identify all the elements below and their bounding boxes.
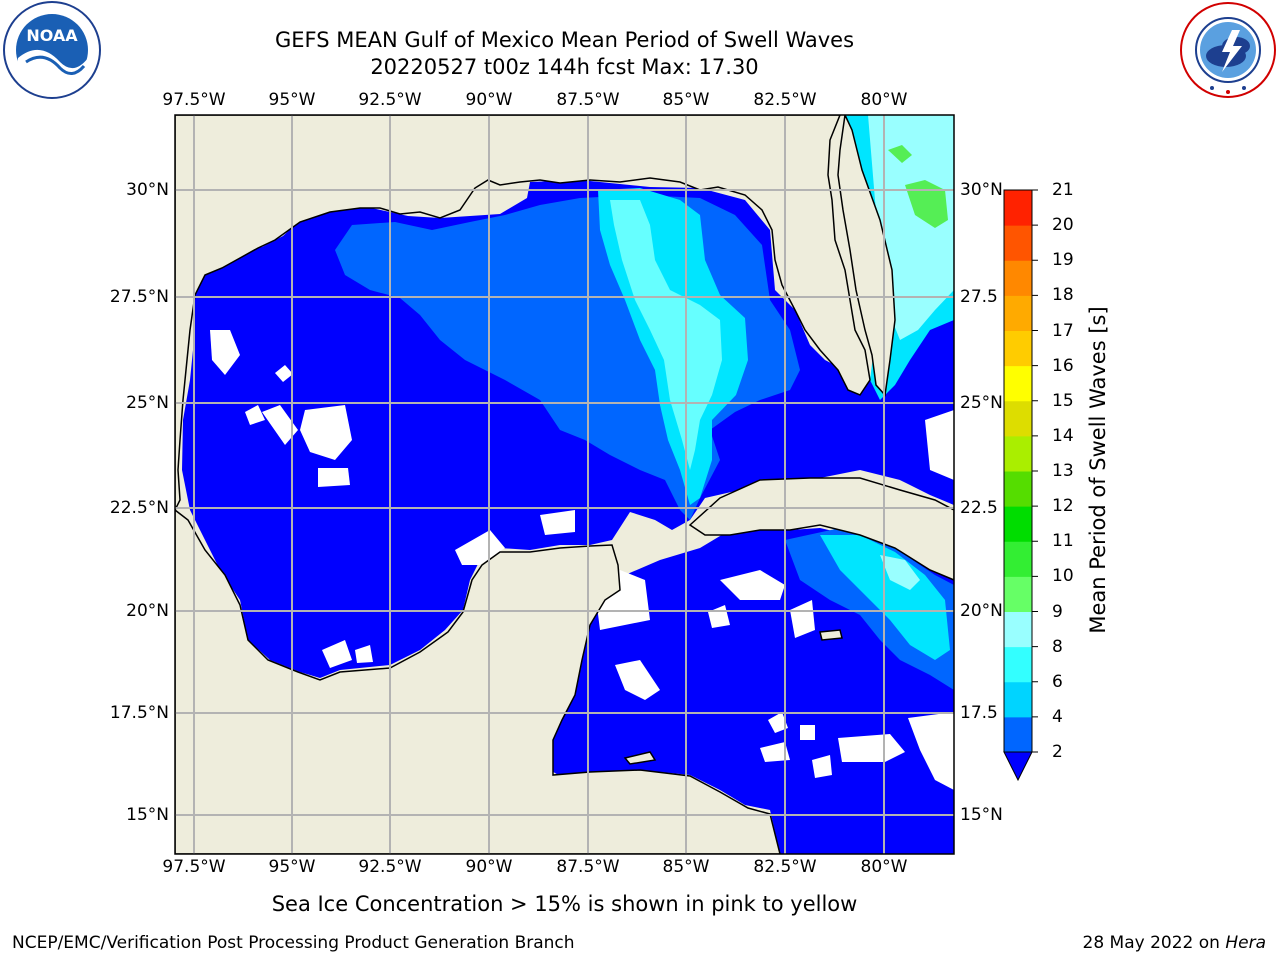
colorbar-segment	[1004, 225, 1032, 261]
colorbar-tick-label: 18	[1052, 285, 1074, 306]
sea-ice-note: Sea Ice Concentration > 15% is shown in …	[271, 892, 858, 916]
colorbar-tick-label: 9	[1052, 601, 1063, 622]
noaa-logo: NOAA	[3, 1, 101, 99]
colorbar-segment	[1004, 365, 1032, 402]
colorbar-segment	[1004, 681, 1032, 718]
colorbar-tick-label: 15	[1052, 390, 1074, 411]
colorbar-segment	[1004, 295, 1032, 331]
colorbar-tick-label: 21	[1052, 180, 1074, 200]
atlantic-swell-9-10s-small	[888, 145, 912, 163]
lon-label: 87.5°W	[556, 90, 620, 110]
colorbar-tick-label: 10	[1052, 566, 1074, 587]
lat-label: 22.5	[960, 498, 998, 518]
svg-text:NOAA: NOAA	[26, 26, 78, 45]
colorbar-tick-label: 2	[1052, 742, 1063, 762]
lon-label: 97.5°W	[162, 857, 226, 877]
lon-label: 97.5°W	[162, 90, 226, 110]
lon-label: 82.5°W	[753, 857, 817, 877]
lon-label: 90°W	[465, 857, 513, 877]
colorbar-segment	[1004, 435, 1032, 472]
colorbar-tick-label: 19	[1052, 250, 1074, 271]
atlantic-swell-9-10s	[905, 180, 948, 228]
colorbar-segment	[1004, 506, 1032, 542]
map-title: GEFS MEAN Gulf of Mexico Mean Period of …	[274, 28, 855, 52]
lon-label: 85°W	[662, 90, 710, 110]
colorbar-segment	[1004, 611, 1032, 648]
gridlines	[175, 115, 954, 854]
colorbar-segment	[1004, 541, 1032, 577]
colorbar-segment	[1004, 400, 1032, 437]
colorbar-label: Mean Period of Swell Waves [s]	[1086, 306, 1110, 634]
colorbar-segment	[1004, 471, 1032, 507]
colorbar-tick-label: 4	[1052, 706, 1063, 727]
colorbar-segment	[1004, 190, 1032, 226]
lat-label: 25°N	[960, 393, 1003, 413]
caribbean-swell-8-9s	[880, 555, 920, 590]
lon-label: 80°W	[860, 90, 908, 110]
lat-label: 25°N	[126, 393, 169, 413]
colorbar-segment	[1004, 646, 1032, 683]
date-line: 28 May 2022 on Hera	[1083, 933, 1267, 953]
credit-line: NCEP/EMC/Verification Post Processing Pr…	[12, 933, 575, 953]
lat-label: 20°N	[960, 601, 1003, 621]
lon-label: 90°W	[465, 90, 513, 110]
missing-data-patches	[210, 330, 954, 790]
lon-label: 92.5°W	[358, 90, 422, 110]
run-date: 28 May 2022 on	[1082, 933, 1220, 953]
lon-label: 80°W	[860, 857, 908, 877]
lat-label: 17.5	[960, 703, 998, 723]
map-subtitle: 20220527 t00z 144h fcst Max: 17.30	[370, 55, 759, 79]
lat-label: 30°N	[126, 180, 169, 200]
colorbar-tick-label: 11	[1052, 531, 1074, 552]
lat-label: 20°N	[126, 601, 169, 621]
lon-label: 92.5°W	[358, 857, 422, 877]
colorbar-tick-label: 16	[1052, 355, 1074, 376]
colorbar-extend-min	[1003, 751, 1033, 782]
colorbar-tick-label: 12	[1052, 496, 1074, 517]
lat-label: 30°N	[960, 180, 1003, 200]
colorbar-segment	[1004, 260, 1032, 296]
colorbar-tick-label: 8	[1052, 636, 1063, 657]
lon-label: 87.5°W	[556, 857, 620, 877]
colorbar-segment	[1004, 716, 1032, 753]
colorbar	[1003, 189, 1038, 782]
colorbar-segment	[1004, 576, 1032, 612]
colorbar-tick-label: 20	[1052, 215, 1074, 236]
lon-label: 95°W	[268, 90, 316, 110]
lat-label: 17.5°N	[109, 703, 169, 723]
lat-label: 15°N	[126, 805, 169, 825]
lon-label: 82.5°W	[753, 90, 817, 110]
lon-label: 85°W	[662, 857, 710, 877]
lat-label: 27.5	[960, 287, 998, 307]
lat-label: 15°N	[960, 805, 1003, 825]
colorbar-tick-label: 17	[1052, 320, 1074, 341]
colorbar-tick-label: 6	[1052, 671, 1063, 692]
lat-label: 27.5°N	[109, 287, 169, 307]
host-name: Hera	[1225, 933, 1266, 953]
map-frame	[174, 114, 955, 855]
colorbar-tick-label: 14	[1052, 425, 1074, 446]
lon-label: 95°W	[268, 857, 316, 877]
colorbar-tick-label: 13	[1052, 461, 1074, 481]
colorbar-segment	[1004, 330, 1032, 367]
nws-logo	[1180, 2, 1276, 98]
lat-label: 22.5°N	[109, 498, 169, 518]
land-masses	[175, 115, 954, 854]
